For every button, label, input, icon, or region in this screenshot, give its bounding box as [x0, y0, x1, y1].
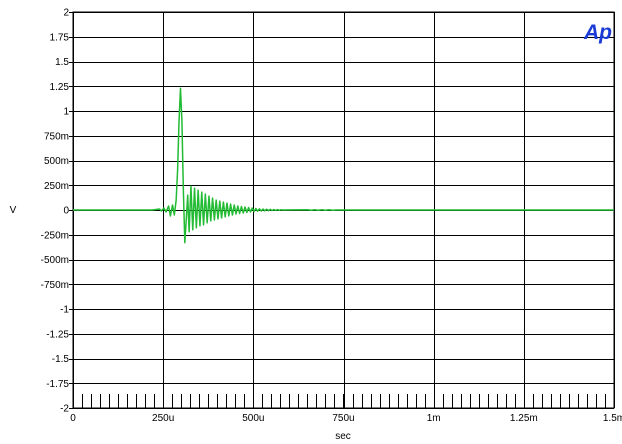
- y-tick-label: -1: [60, 305, 69, 316]
- x-tick-label: 0: [70, 413, 76, 424]
- y-tick-label: -2: [60, 404, 69, 415]
- x-tick-label: 750u: [332, 413, 354, 424]
- y-tick-label: 2: [63, 8, 69, 19]
- x-tick-label: 1m: [427, 413, 441, 424]
- x-tick-label: 500u: [242, 413, 264, 424]
- y-tick-label: -1.5: [52, 354, 70, 365]
- y-tick-label: -750m: [41, 280, 69, 291]
- series-layer: [73, 87, 614, 244]
- y-tick-label: 1.5: [55, 57, 69, 68]
- series-line: [73, 87, 614, 244]
- y-tick-label: 0: [63, 206, 69, 217]
- y-axis-title: V: [10, 205, 17, 216]
- x-tick-label: 1.5m: [603, 413, 622, 424]
- y-tick-label: 250m: [44, 181, 69, 192]
- y-tick-label: -500m: [41, 255, 69, 266]
- y-tick-labels: 2 1.75 1.5 1.25 1 750m 500m 250m 0 -250m -500m -750…: [41, 8, 70, 415]
- x-tick-label: 250u: [152, 413, 174, 424]
- y-tick-label: -250m: [41, 230, 69, 241]
- x-axis-title: sec: [335, 431, 351, 442]
- x-tick-labels: 0 250u 500u 750u 1m 1.25m 1.5m: [70, 413, 622, 424]
- y-tick-label: 1.25: [50, 82, 70, 93]
- minor-x-ticks: [73, 394, 615, 408]
- x-tick-label: 1.25m: [510, 413, 538, 424]
- y-tick-label: 1: [63, 107, 69, 118]
- ap-logo: Ap: [583, 21, 612, 44]
- y-tick-label: -1.25: [46, 329, 69, 340]
- y-tick-label: 1.75: [50, 32, 70, 43]
- y-tick-label: 750m: [44, 131, 69, 142]
- y-tick-label: -1.75: [46, 379, 69, 390]
- y-tick-label: 500m: [44, 156, 69, 167]
